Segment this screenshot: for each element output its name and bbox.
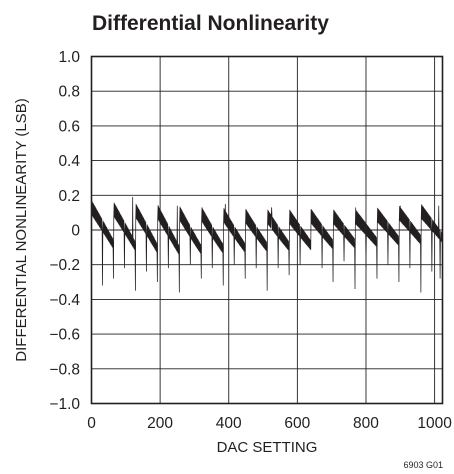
x-tick-labels: 0 200 400 600 800 1000 <box>87 415 452 432</box>
x-tick-label: 800 <box>353 415 379 432</box>
dnl-series-line <box>91 197 443 293</box>
y-tick-label: −0.8 <box>49 361 80 378</box>
y-tick-label: 0.2 <box>58 188 80 205</box>
x-tick-label: 200 <box>147 415 173 432</box>
y-tick-labels: −1.0 −0.8 −0.6 −0.4 −0.2 0 0.2 0.4 0.6 0.8 1.0 <box>49 49 80 413</box>
y-tick-label: 0.4 <box>58 153 80 170</box>
y-tick-label: −0.4 <box>49 292 80 309</box>
y-tick-label: −0.6 <box>49 327 80 344</box>
x-tick-label: 1000 <box>417 415 452 432</box>
y-tick-label: −1.0 <box>49 396 80 413</box>
dnl-trace <box>91 197 443 293</box>
y-tick-label: 0.8 <box>58 84 80 101</box>
figure-id: 6903 G01 <box>403 460 443 470</box>
y-tick-label: 0 <box>71 223 80 240</box>
x-axis-label: DAC SETTING <box>217 439 318 456</box>
chart-title: Differential Nonlinearity <box>92 12 329 35</box>
y-tick-label: 0.6 <box>58 118 80 135</box>
y-tick-label: −0.2 <box>49 257 80 274</box>
x-tick-label: 600 <box>284 415 310 432</box>
y-axis-label: DIFFERENTIAL NONLINEARITY (LSB) <box>13 98 30 361</box>
plot-frame <box>90 55 444 405</box>
x-tick-label: 0 <box>87 415 96 432</box>
y-tick-label: 1.0 <box>58 49 80 66</box>
x-tick-label: 400 <box>216 415 242 432</box>
